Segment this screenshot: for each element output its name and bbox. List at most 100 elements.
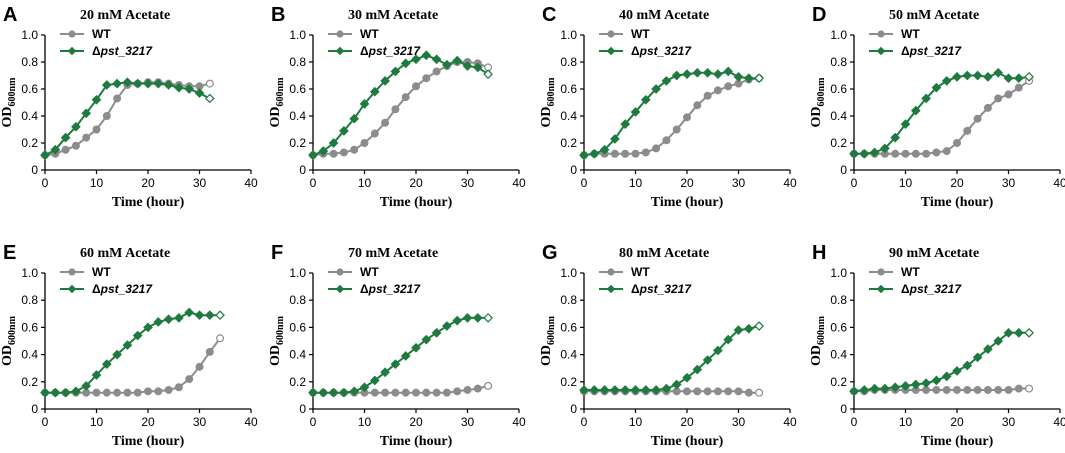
y-tick-label: 0.6 — [830, 320, 847, 334]
data-point-mutant — [931, 82, 942, 93]
y-axis-label-main: OD — [0, 106, 15, 127]
data-point-mutant — [589, 385, 600, 395]
data-point-mutant — [442, 321, 452, 331]
data-point-wt — [205, 347, 214, 356]
data-point-mutant — [1003, 73, 1014, 84]
legend-mutant-delta: Δ — [360, 44, 369, 58]
data-point-mutant — [743, 323, 754, 334]
data-point-wt — [983, 385, 992, 394]
data-point-mutant — [880, 143, 890, 154]
y-axis-label-subscript: 600nm — [7, 315, 18, 345]
legend-wt-marker — [336, 268, 344, 276]
y-axis-label: OD600nm — [268, 77, 286, 128]
panel-letter: E — [3, 242, 16, 264]
legend-mutant-label: Δpst_3217 — [901, 44, 962, 58]
x-tick-label: 20 — [409, 415, 423, 429]
data-point-mutant — [411, 342, 421, 353]
data-point-mutant — [723, 334, 734, 345]
data-point-mutant — [952, 72, 962, 82]
data-point-mutant — [671, 379, 682, 390]
data-point-mutant — [620, 385, 631, 395]
panel-letter: F — [271, 242, 283, 264]
data-point-wt — [432, 67, 441, 76]
data-point-mutant — [339, 126, 349, 136]
legend-mutant-label: Δpst_3217 — [360, 44, 421, 58]
data-point-wt — [703, 387, 712, 396]
chart-panel-d: D 50 mM Acetate 0 0.2 0.4 0.6 0.8 1.0 0 10 20 30 40 T… — [809, 4, 1065, 210]
data-point-mutant — [143, 78, 153, 89]
data-point-mutant — [50, 144, 61, 155]
data-point-wt — [631, 149, 640, 158]
data-point-mutant — [880, 383, 890, 394]
x-tick-label: 40 — [512, 415, 526, 429]
data-point-mutant — [328, 387, 339, 398]
legend-mutant-delta: Δ — [901, 282, 910, 296]
data-point-mutant — [442, 59, 452, 70]
x-tick-label: 30 — [461, 415, 475, 429]
data-point-mutant — [359, 382, 370, 393]
data-point-mutant — [620, 119, 631, 129]
y-tick-label: 0.4 — [560, 109, 577, 123]
panel-letter: D — [812, 4, 826, 26]
y-axis-label-subscript: 600nm — [275, 315, 286, 345]
series-wt-line — [44, 81, 211, 157]
y-tick-label: 1.0 — [560, 266, 577, 280]
data-point-wt — [744, 388, 753, 397]
data-point-mutant — [993, 67, 1004, 78]
chart-panel-a: A 20 mM Acetate 0 0.2 0.4 0.6 0.8 1.0 0 10 20 30 40 T… — [0, 4, 258, 210]
legend-mutant-marker — [606, 46, 616, 56]
data-point-wt — [963, 126, 972, 135]
y-tick-label: 0.2 — [289, 375, 306, 389]
y-tick-label: 0.2 — [830, 375, 847, 389]
data-point-mutant — [452, 315, 463, 326]
data-point-mutant — [194, 88, 205, 98]
x-tick-label: 20 — [409, 176, 423, 190]
y-axis-label-main: OD — [0, 345, 15, 366]
x-tick-label: 30 — [1002, 415, 1016, 429]
series-mutant-line — [853, 331, 1030, 393]
data-point-wt — [724, 387, 733, 396]
data-point-mutant — [910, 105, 921, 116]
y-axis-label-subscript: 600nm — [816, 77, 827, 107]
data-point-mutant — [421, 334, 432, 345]
data-point-mutant — [859, 148, 870, 159]
data-point-wt — [102, 388, 111, 397]
y-tick-label: 0 — [299, 163, 306, 177]
y-axis-label-subscript: 600nm — [816, 315, 827, 345]
data-point-wt — [693, 101, 702, 110]
data-point-mutant — [640, 94, 651, 105]
legend-mutant-name: pst_3217 — [639, 282, 693, 296]
legend-mutant-name: pst_3217 — [639, 44, 693, 58]
x-tick-label: 0 — [310, 415, 317, 429]
data-point-mutant — [40, 150, 50, 160]
data-point-mutant — [349, 113, 360, 124]
data-point-wt — [144, 387, 153, 396]
legend-wt-label: WT — [92, 27, 111, 41]
series-wt-line — [312, 61, 489, 157]
data-point-wt — [401, 388, 410, 397]
y-tick-label: 0 — [840, 402, 847, 416]
series-mutant-line — [313, 316, 489, 394]
y-tick-label: 0.8 — [21, 293, 38, 307]
legend-mutant-name: pst_3217 — [368, 44, 422, 58]
y-tick-label: 0.8 — [289, 293, 306, 307]
y-axis-label: OD600nm — [539, 315, 557, 366]
data-point-mutant — [318, 146, 329, 156]
data-point-wt — [983, 103, 992, 112]
x-tick-label: 0 — [851, 176, 858, 190]
data-point-mutant — [713, 69, 723, 79]
data-point-mutant — [91, 94, 102, 105]
data-point-wt — [133, 388, 142, 397]
legend-wt-marker — [68, 30, 76, 38]
y-axis-label-main: OD — [268, 106, 283, 127]
panel-letter: G — [542, 242, 558, 264]
x-tick-label: 20 — [950, 415, 964, 429]
data-point-wt — [412, 82, 421, 91]
data-point-mutant — [318, 387, 329, 398]
x-axis-label: Time (hour) — [921, 434, 994, 449]
data-point-mutant — [869, 147, 880, 158]
data-point-mutant — [431, 54, 442, 65]
data-point-mutant — [194, 310, 205, 321]
data-point-mutant — [380, 367, 390, 378]
x-tick-label: 30 — [193, 415, 207, 429]
